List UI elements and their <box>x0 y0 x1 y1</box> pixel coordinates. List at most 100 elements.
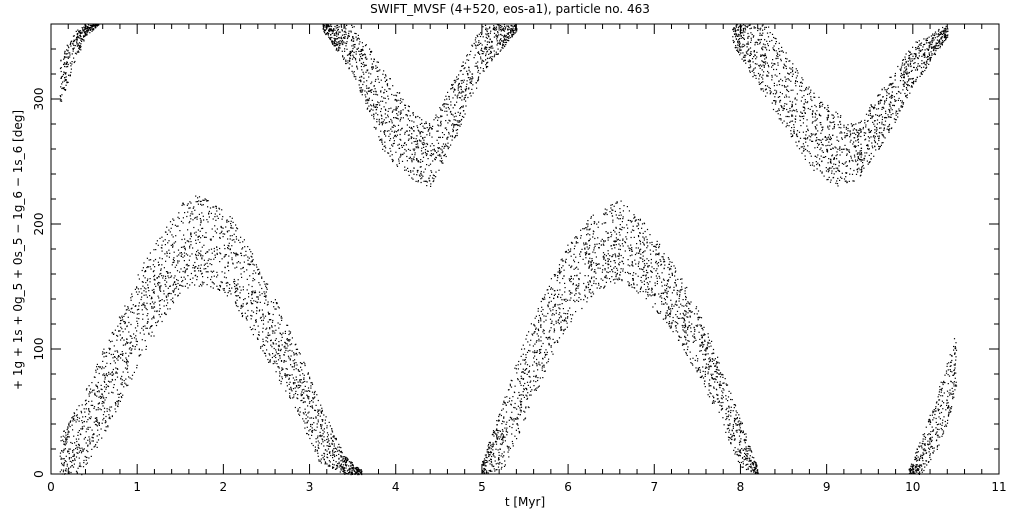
data-point <box>848 160 851 162</box>
data-point <box>120 383 122 385</box>
data-point <box>893 105 895 107</box>
data-point <box>427 130 429 132</box>
data-point <box>413 159 415 161</box>
data-point <box>886 97 888 99</box>
data-point <box>875 127 878 129</box>
data-point <box>778 48 780 50</box>
data-point <box>235 252 237 254</box>
data-point <box>65 62 67 64</box>
data-point <box>334 40 336 42</box>
data-point <box>61 473 63 475</box>
data-point <box>822 151 824 153</box>
data-point <box>799 137 802 139</box>
data-point <box>411 153 413 155</box>
data-point <box>345 467 347 469</box>
data-point <box>159 285 161 287</box>
data-point <box>171 234 173 236</box>
data-point <box>359 76 361 78</box>
data-point <box>444 145 446 147</box>
data-point <box>822 128 824 130</box>
data-point <box>474 44 476 46</box>
data-point <box>138 354 140 356</box>
data-point <box>80 38 83 40</box>
data-point <box>482 70 484 72</box>
data-point <box>801 112 803 114</box>
data-point <box>749 67 751 69</box>
data-point <box>860 152 863 154</box>
data-point <box>430 185 432 187</box>
data-point <box>345 45 347 47</box>
data-point <box>747 41 749 43</box>
data-point <box>832 147 834 149</box>
data-point <box>860 131 862 133</box>
data-point <box>496 28 498 30</box>
data-point <box>790 80 792 82</box>
data-point <box>135 338 137 340</box>
data-point <box>400 154 402 156</box>
data-point <box>70 65 72 67</box>
data-point <box>392 126 394 128</box>
data-point <box>500 38 502 40</box>
data-point <box>79 47 82 49</box>
data-point <box>773 100 775 102</box>
data-point <box>413 130 415 132</box>
data-point <box>352 36 354 38</box>
data-point <box>855 140 857 142</box>
data-point <box>829 144 831 147</box>
data-point <box>832 121 834 123</box>
data-point <box>197 229 199 231</box>
data-point <box>127 365 129 367</box>
data-point <box>478 41 480 44</box>
data-point <box>921 60 923 62</box>
data-point <box>902 105 904 107</box>
data-point <box>360 57 363 60</box>
data-point <box>384 141 386 143</box>
data-point <box>134 288 136 290</box>
data-point <box>749 61 751 63</box>
data-point <box>416 147 418 149</box>
data-point <box>737 41 739 43</box>
data-point <box>244 246 246 248</box>
data-point <box>906 97 908 99</box>
data-point <box>511 35 513 37</box>
data-point <box>121 317 123 319</box>
data-point <box>775 68 778 71</box>
data-point <box>738 51 740 54</box>
data-point <box>314 390 316 393</box>
data-point <box>134 327 137 329</box>
data-point <box>227 247 229 249</box>
data-point <box>815 161 817 163</box>
data-point <box>110 406 113 408</box>
data-point <box>458 97 460 99</box>
data-point <box>500 25 502 27</box>
data-point <box>113 356 116 358</box>
data-point <box>360 62 362 64</box>
data-point <box>203 281 205 284</box>
data-point <box>780 58 782 60</box>
data-point <box>897 116 899 118</box>
data-point <box>465 94 467 96</box>
data-point <box>141 309 143 311</box>
data-point <box>107 426 109 428</box>
data-point <box>485 65 488 68</box>
data-point <box>371 66 373 68</box>
data-point <box>76 472 78 474</box>
data-point <box>807 129 809 132</box>
data-point <box>880 144 882 146</box>
data-point <box>323 29 325 31</box>
data-point <box>353 51 355 53</box>
data-point <box>333 29 335 31</box>
data-point <box>334 45 336 47</box>
data-point <box>921 63 923 65</box>
data-point <box>428 180 430 182</box>
data-point <box>853 128 855 130</box>
data-point <box>429 175 431 177</box>
data-point <box>750 37 752 39</box>
data-point <box>231 287 233 289</box>
data-point <box>438 147 440 149</box>
data-point <box>932 34 934 36</box>
data-point <box>294 353 296 355</box>
data-point <box>814 147 816 149</box>
data-point <box>437 124 439 126</box>
data-point <box>442 143 445 145</box>
